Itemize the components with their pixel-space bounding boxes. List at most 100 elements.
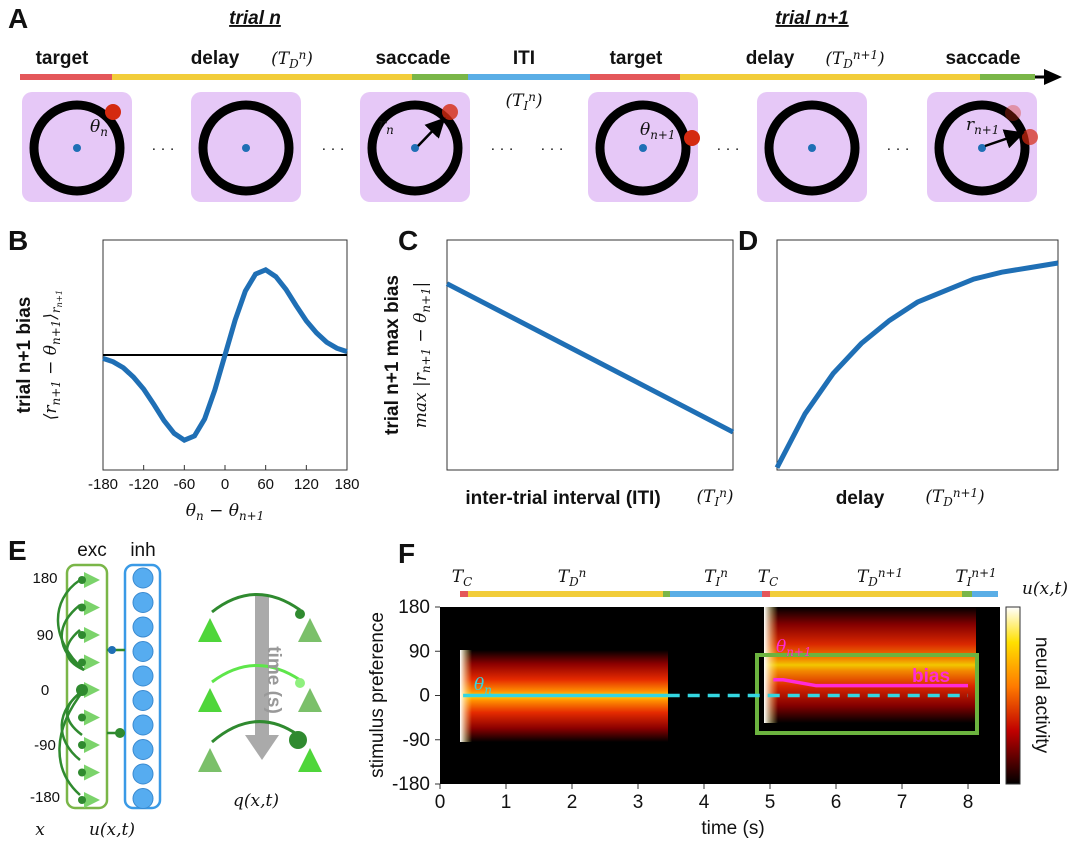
y-sublabel: max |rn+1 − θn+1| xyxy=(411,282,433,429)
plot-frame xyxy=(446,239,734,471)
synapse xyxy=(78,576,86,584)
y-tick-label: -180 xyxy=(392,774,430,795)
ellipsis: · · · xyxy=(321,140,344,157)
fixation xyxy=(73,144,81,152)
x-label: θn − θn+1 xyxy=(186,501,264,523)
heatmap xyxy=(440,607,1000,784)
exc-neuron xyxy=(84,654,100,671)
synapse xyxy=(78,658,86,667)
exc-neuron xyxy=(84,572,100,588)
inh-neuron xyxy=(132,739,154,760)
x-label: 90 xyxy=(37,627,54,644)
inh-neuron xyxy=(132,763,154,785)
trace xyxy=(773,678,969,688)
target-dot xyxy=(105,104,121,120)
trial-label: trial n xyxy=(229,8,281,29)
y-sublabel: ⟨rn+1 − θn+1⟩rn+1 xyxy=(41,290,64,420)
y-tick-label: -90 xyxy=(403,730,430,751)
target-dot xyxy=(1005,105,1021,121)
target-dot xyxy=(684,130,700,146)
exc-neuron xyxy=(84,627,100,643)
y-tick-label: 180 xyxy=(398,597,430,618)
column-label: inh xyxy=(130,540,155,561)
ring xyxy=(764,100,860,196)
trial-label: trial n+1 xyxy=(775,8,848,29)
fixation xyxy=(808,144,816,152)
panel-label: A xyxy=(8,3,28,34)
exc-neuron xyxy=(84,682,100,698)
panel-label: B xyxy=(8,225,28,256)
synapse xyxy=(78,631,86,639)
fixation xyxy=(242,144,250,152)
x-symbol: (TDn+1) xyxy=(925,486,984,509)
x-tick-label: 7 xyxy=(897,792,908,813)
x-symbol: (TIn) xyxy=(697,486,734,509)
phase-symbol: (TIn) xyxy=(506,90,543,113)
ellipsis: · · · xyxy=(151,140,174,157)
x-label: -180 xyxy=(30,789,60,806)
x-symbol: x xyxy=(35,820,45,840)
target-dot xyxy=(1022,129,1038,145)
x-label: inter-trial interval (ITI) xyxy=(465,488,660,509)
inh-neuron xyxy=(132,690,154,711)
synapse xyxy=(78,713,86,722)
exc-neuron xyxy=(84,599,100,616)
colorbar xyxy=(1005,606,1021,785)
inh-neuron xyxy=(132,788,154,809)
ring xyxy=(29,100,125,196)
y-label: stimulus preference xyxy=(367,612,388,778)
fixation xyxy=(978,144,986,152)
phase-label: saccade xyxy=(945,48,1020,69)
colorbar-label: neural activity xyxy=(1031,637,1052,754)
column-label: exc xyxy=(77,540,107,561)
time-label: time (s) xyxy=(263,646,284,714)
x-tick-label: 6 xyxy=(831,792,842,813)
x-tick-label: 8 xyxy=(963,792,974,813)
exc-neuron xyxy=(84,709,100,726)
screens xyxy=(22,92,1038,202)
fixation xyxy=(639,144,647,152)
u-symbol: u(x,t) xyxy=(89,820,135,840)
q-symbol: q(x,t) xyxy=(233,791,279,811)
ring xyxy=(367,100,463,196)
synapse xyxy=(78,768,86,777)
x-tick-label: 3 xyxy=(633,792,644,813)
x-tick-label: 5 xyxy=(765,792,776,813)
phase-label: target xyxy=(610,48,663,69)
panel-label: E xyxy=(8,535,27,566)
x-tick-label: 60 xyxy=(257,476,274,493)
phase-label: delay xyxy=(746,48,795,69)
x-tick-label: 120 xyxy=(294,476,319,493)
x-label: time (s) xyxy=(701,818,764,839)
phase-label: saccade xyxy=(375,48,450,69)
timeline-label: TDn+1 xyxy=(857,566,903,589)
exc-neuron xyxy=(84,737,100,753)
curve xyxy=(102,266,348,444)
x-tick-label: -180 xyxy=(88,476,118,493)
ring xyxy=(595,100,691,196)
synapse xyxy=(78,741,86,749)
x-label: 0 xyxy=(41,682,49,699)
inh-neuron xyxy=(132,665,154,687)
x-label: delay xyxy=(836,488,885,509)
timeline xyxy=(20,69,1062,85)
x-tick-label: 180 xyxy=(334,476,359,493)
phase-label: target xyxy=(36,48,89,69)
colorbar-symbol: u(x,t) xyxy=(1022,579,1068,599)
inh-neuron xyxy=(132,592,154,613)
target-dot xyxy=(442,104,458,120)
panel-label: C xyxy=(398,225,418,256)
panel-label: D xyxy=(738,225,758,256)
ring xyxy=(198,100,294,196)
x-tick-label: 1 xyxy=(501,792,512,813)
exc-neuron xyxy=(84,764,100,781)
inh-neuron xyxy=(132,616,154,638)
y-label: trial n+1 max bias xyxy=(382,275,403,435)
curve xyxy=(445,281,735,435)
curve xyxy=(774,260,1059,469)
timeline-label: TDn xyxy=(558,566,587,589)
y-tick-label: 90 xyxy=(409,641,430,662)
x-tick-label: 2 xyxy=(567,792,578,813)
x-label: 180 xyxy=(32,570,57,587)
